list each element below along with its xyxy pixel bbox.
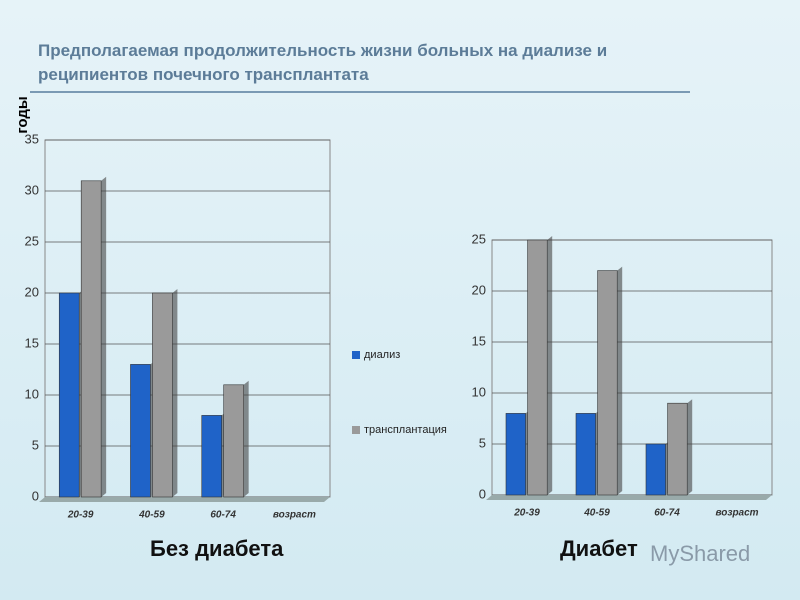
- bar-side: [243, 380, 249, 497]
- chart-subtitle: Без диабета: [150, 536, 284, 561]
- bar-side: [687, 399, 693, 495]
- bar: [645, 443, 666, 496]
- bar: [667, 402, 688, 496]
- y-tick-label: 25: [25, 233, 39, 248]
- x-tick-label: 40-59: [583, 508, 610, 519]
- chart-subtitle: Диабет: [560, 536, 638, 561]
- bar-side: [172, 289, 178, 497]
- watermark: MyShared: [650, 541, 750, 566]
- y-tick-label: 30: [25, 182, 39, 197]
- x-tick-label: 20-39: [67, 510, 94, 521]
- x-tick-label: возраст: [273, 510, 316, 521]
- y-tick-label: 10: [25, 386, 39, 401]
- y-tick-label: 0: [32, 488, 39, 503]
- y-tick-label: 0: [479, 486, 486, 501]
- y-tick-label: 5: [479, 435, 486, 450]
- slide-title: Предполагаемая продолжительность жизни б…: [38, 41, 607, 84]
- legend-label: трансплантация: [364, 424, 447, 436]
- y-tick-label: 20: [25, 284, 39, 299]
- x-tick-label: 40-59: [138, 510, 165, 521]
- legend-swatch: [352, 426, 360, 434]
- y-tick-label: 15: [25, 335, 39, 350]
- bar: [201, 415, 223, 498]
- floor: [39, 497, 330, 502]
- x-tick-label: возраст: [715, 508, 758, 519]
- bar: [597, 270, 618, 496]
- bar: [223, 384, 244, 498]
- y-tick-label: 15: [472, 333, 486, 348]
- y-tick-label: 10: [472, 384, 486, 399]
- y-tick-label: 35: [25, 131, 39, 146]
- bar: [80, 180, 102, 498]
- x-tick-label: 60-74: [654, 508, 680, 519]
- legend-label: диализ: [364, 349, 400, 361]
- legend-swatch: [352, 351, 360, 359]
- bar: [575, 413, 596, 496]
- bar: [130, 364, 151, 498]
- bar-side: [101, 176, 107, 498]
- y-tick-label: 5: [32, 437, 39, 452]
- y-tick-label: 20: [472, 282, 486, 297]
- x-tick-label: 60-74: [210, 510, 236, 521]
- bar: [527, 239, 548, 496]
- bar: [505, 413, 526, 496]
- y-tick-label: 25: [472, 231, 486, 246]
- y-axis-label: годы: [14, 96, 31, 133]
- floor: [486, 495, 772, 500]
- bar: [152, 292, 173, 498]
- bar: [58, 292, 80, 498]
- bar-side: [547, 236, 553, 495]
- x-tick-label: 20-39: [513, 508, 540, 519]
- bar-side: [617, 266, 623, 495]
